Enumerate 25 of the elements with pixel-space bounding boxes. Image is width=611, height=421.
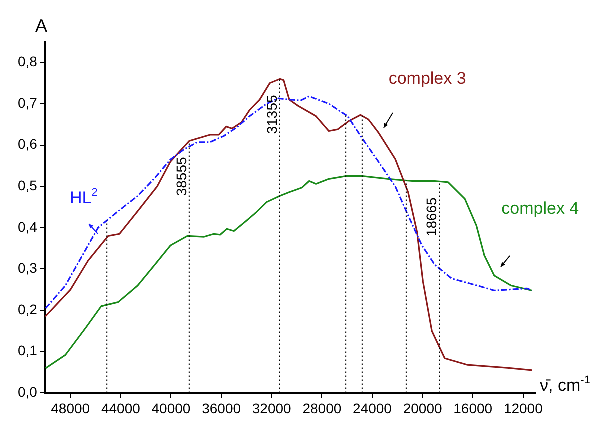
y-axis-title: A bbox=[35, 16, 48, 36]
x-tick-label: 48000 bbox=[51, 400, 90, 416]
y-tick-label: 0,3 bbox=[18, 260, 38, 276]
x-tick-label: 40000 bbox=[152, 400, 191, 416]
x-tick-label: 28000 bbox=[302, 400, 342, 416]
x-tick-label: 24000 bbox=[353, 400, 392, 416]
y-tick-label: 0,4 bbox=[18, 218, 38, 235]
y-tick-label: 0,5 bbox=[18, 177, 38, 194]
y-tick-label: 0,6 bbox=[18, 136, 38, 152]
series-label: complex 4 bbox=[502, 199, 580, 218]
x-tick-label: 36000 bbox=[202, 400, 242, 416]
ref-line-label: 18665 bbox=[424, 197, 440, 237]
x-tick-label: 44000 bbox=[101, 400, 141, 416]
y-tick-label: 0,1 bbox=[18, 342, 38, 359]
x-tick-label: 20000 bbox=[403, 400, 442, 416]
ref-line-label: 31355 bbox=[264, 95, 280, 134]
x-tick-label: 12000 bbox=[504, 400, 544, 416]
y-tick-label: 0,8 bbox=[18, 54, 38, 70]
ref-line-label: 38555 bbox=[173, 157, 190, 196]
x-tick-label: 16000 bbox=[454, 400, 493, 416]
y-tick-label: 0,0 bbox=[18, 384, 38, 400]
y-tick-label: 0,2 bbox=[18, 301, 38, 318]
x-tick-label: 32000 bbox=[252, 400, 292, 416]
text: complex 3 bbox=[388, 69, 466, 88]
y-tick-label: 0,7 bbox=[18, 94, 38, 111]
